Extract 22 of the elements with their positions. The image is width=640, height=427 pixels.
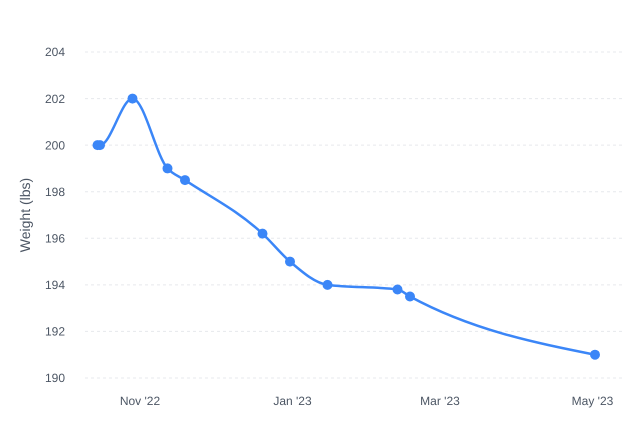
point xyxy=(590,350,600,360)
y-tick-label: 204 xyxy=(44,45,66,60)
y-tick-label: 196 xyxy=(44,231,66,246)
point xyxy=(322,280,332,290)
y-tick-label: 198 xyxy=(44,184,66,199)
point xyxy=(405,292,415,302)
point xyxy=(128,94,138,104)
point xyxy=(392,284,402,295)
y-tick-label: 192 xyxy=(44,324,66,339)
point xyxy=(285,256,295,267)
y-tick-label: 202 xyxy=(44,92,66,106)
x-tick-label: Nov '22 xyxy=(120,394,160,408)
y-axis-title: Weight (lbs) xyxy=(17,178,33,252)
y-tick-label: 200 xyxy=(44,138,66,152)
point xyxy=(180,175,190,186)
x-tick-label: Jan '23 xyxy=(273,394,312,408)
point xyxy=(162,163,172,174)
x-tick-label: May '23 xyxy=(572,394,614,408)
y-tick-label: 194 xyxy=(44,278,66,292)
point xyxy=(258,228,268,239)
y-tick-label: 190 xyxy=(44,371,66,386)
x-tick-label: Mar '23 xyxy=(420,394,460,408)
